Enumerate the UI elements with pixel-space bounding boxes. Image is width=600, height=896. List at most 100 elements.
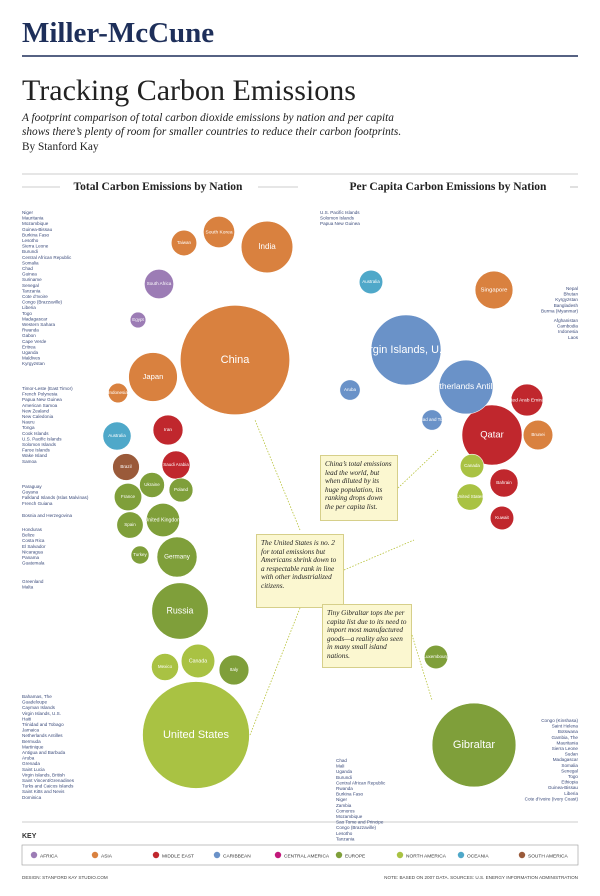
bubble-label: Canada xyxy=(189,658,207,664)
country-label: Haiti xyxy=(22,716,31,721)
country-label: Botswana xyxy=(558,729,579,734)
bubble-label: France xyxy=(121,494,136,499)
bubble xyxy=(168,477,194,503)
bubble-label: South Africa xyxy=(147,281,172,286)
footer-credit: DESIGN: STANFORD KAY STUDIO.COM xyxy=(22,875,108,880)
bubble xyxy=(489,468,519,498)
annotation-text: Tiny Gibraltar tops the per capita list … xyxy=(322,604,412,668)
country-label: Congo (Brazzaville) xyxy=(336,825,377,830)
country-label: French Polynesia xyxy=(22,392,58,397)
bubble xyxy=(116,511,144,539)
country-label: Burkina Faso xyxy=(336,792,364,797)
country-label: Laos xyxy=(568,335,579,340)
country-label: New Zealand xyxy=(22,408,50,413)
bubble-label: United Arab Emirates xyxy=(504,397,551,403)
bubble xyxy=(474,270,514,310)
bubble xyxy=(102,421,132,451)
bubble-label: Brunei xyxy=(531,432,544,437)
country-label: Togo xyxy=(568,774,578,779)
subtitle: shows there’s plenty of room for smaller… xyxy=(22,126,401,138)
bubble-label: Kuwait xyxy=(495,515,509,520)
bubble xyxy=(510,383,544,417)
bubble xyxy=(139,472,165,498)
key-label: CENTRAL AMERICA xyxy=(284,854,330,860)
bubble-label: Russia xyxy=(167,605,194,615)
country-label: Cambodia xyxy=(557,324,578,329)
bubble xyxy=(151,653,179,681)
country-label: Greenland xyxy=(22,579,44,584)
bubble-label: Egypt xyxy=(132,317,144,322)
bubble xyxy=(145,502,181,538)
country-label: Solomon Islands xyxy=(320,216,355,221)
country-label: Cote d’Ivoire xyxy=(22,294,48,299)
country-label: Solomon Islands xyxy=(22,442,57,447)
country-label: Sierra Leone xyxy=(552,746,579,751)
bubble xyxy=(112,453,140,481)
bubble xyxy=(142,681,250,789)
country-label: Ethiopia xyxy=(561,780,578,785)
country-label: Bahamas, The xyxy=(22,694,52,699)
country-label: Burkina Faso xyxy=(22,232,50,237)
key-label: NORTH AMERICA xyxy=(406,854,447,860)
country-label: Aruba xyxy=(22,756,35,761)
country-label: Burma (Myanmar) xyxy=(541,308,578,313)
country-label: Bangladesh xyxy=(554,303,579,308)
bubble xyxy=(129,311,147,329)
bubble-label: Taiwan xyxy=(177,240,192,245)
key-swatch xyxy=(91,851,99,859)
country-label: Maldives xyxy=(22,356,41,361)
country-label: Kyrgyzstan xyxy=(555,297,578,302)
country-label: Belize xyxy=(22,533,35,538)
country-label: Samoa xyxy=(22,459,37,464)
country-label: Guatemala xyxy=(22,561,45,566)
country-label: Somalia xyxy=(561,763,578,768)
country-label: Togo xyxy=(22,311,32,316)
leader-line xyxy=(397,449,439,489)
brand: Miller-McCune xyxy=(22,17,214,49)
key-swatch xyxy=(457,851,465,859)
country-label: Chad xyxy=(336,758,347,763)
country-label: Cote d’Ivoire (Ivory Coast) xyxy=(525,796,579,801)
key-swatch xyxy=(152,851,160,859)
annotation-text: China’s total emissions lead the world, … xyxy=(320,455,398,521)
country-label: Netherlands Antilles xyxy=(22,733,63,738)
annotation: Tiny Gibraltar tops the per capita list … xyxy=(322,604,412,668)
bubble-label: Qatar xyxy=(480,429,503,439)
key-swatch xyxy=(274,851,282,859)
country-label: Grenada xyxy=(22,761,40,766)
bubble-label: Saudi Arabia xyxy=(163,462,189,467)
country-label: Cook Islands xyxy=(22,431,49,436)
bubble-label: Iran xyxy=(164,427,172,432)
country-label: Chad xyxy=(22,266,33,271)
bubble-label: Mexico xyxy=(158,664,173,669)
country-label: Panama xyxy=(22,555,40,560)
bubble xyxy=(522,419,554,451)
bubble-label: Australia xyxy=(108,433,126,438)
country-label: Niger xyxy=(336,797,347,802)
bubble xyxy=(459,453,485,479)
country-label: Saint Helena xyxy=(552,724,579,729)
country-label: Sudan xyxy=(565,752,579,757)
annotation-text: The United States is no. 2 for total emi… xyxy=(256,534,344,608)
country-label: Malta xyxy=(22,585,34,590)
bubble-label: Singapore xyxy=(481,288,509,294)
country-label: Guinea-Bissau xyxy=(22,227,53,232)
bubble-label: Turkey xyxy=(133,552,147,557)
key-label: CARIBBEAN xyxy=(223,854,251,860)
annotation: China’s total emissions lead the world, … xyxy=(320,455,398,521)
country-label: Burundi xyxy=(22,249,38,254)
bubble xyxy=(438,359,494,415)
bubble-label: Germany xyxy=(164,554,191,561)
leader-line xyxy=(411,634,433,701)
country-label: Eritrea xyxy=(22,344,36,349)
country-label: Gambia, The xyxy=(552,735,579,740)
key-swatch xyxy=(518,851,526,859)
country-label: Mozambique xyxy=(22,221,49,226)
country-label: French Guiana xyxy=(22,501,53,506)
country-label: Saint Vincent/Grenadines xyxy=(22,778,75,783)
bubble xyxy=(423,644,449,670)
bubble-label: Gibraltar xyxy=(453,739,496,751)
bubble-label: Poland xyxy=(174,487,189,492)
key-box xyxy=(21,844,579,866)
country-label: Uganda xyxy=(336,769,353,774)
